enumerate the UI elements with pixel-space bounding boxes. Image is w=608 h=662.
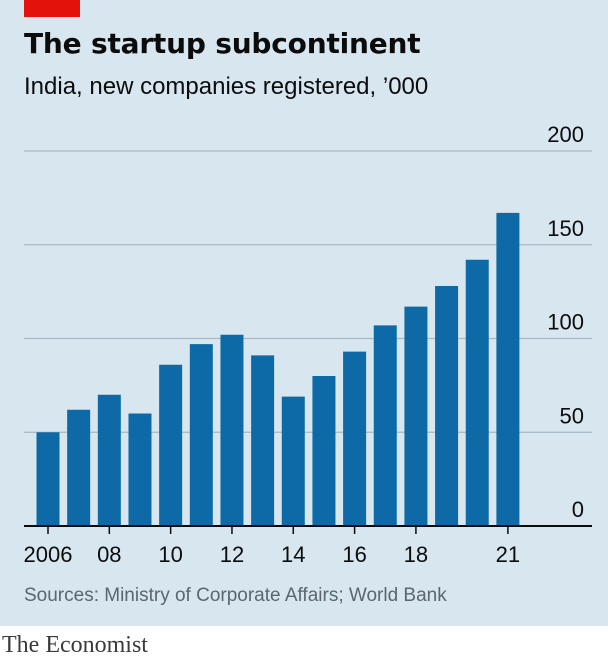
bar xyxy=(97,394,121,526)
y-tick-label: 100 xyxy=(547,310,584,335)
bar xyxy=(281,396,305,526)
chart-subtitle: India, new companies registered, ’000 xyxy=(24,73,429,100)
y-tick-label: 150 xyxy=(547,216,584,241)
bar xyxy=(496,212,520,526)
brand-red-tag xyxy=(24,0,80,17)
chart-title: The startup subcontinent xyxy=(24,27,421,60)
y-tick-label: 0 xyxy=(572,497,584,522)
bar xyxy=(373,325,397,526)
x-tick-label: 10 xyxy=(158,542,182,567)
x-tick-label: 18 xyxy=(404,542,428,567)
x-tick-label: 2006 xyxy=(24,542,73,567)
bar xyxy=(251,355,275,526)
y-tick-label: 200 xyxy=(547,122,584,147)
y-tick-label: 50 xyxy=(560,403,584,428)
bar xyxy=(312,376,336,526)
x-tick-label: 12 xyxy=(220,542,244,567)
bar xyxy=(36,432,60,526)
bar xyxy=(220,334,244,526)
x-tick-label: 08 xyxy=(97,542,121,567)
bar xyxy=(404,306,428,526)
bar xyxy=(67,409,91,526)
bar xyxy=(435,286,459,526)
x-tick-label: 16 xyxy=(342,542,366,567)
source-note: Sources: Ministry of Corporate Affairs; … xyxy=(24,585,447,606)
bar xyxy=(343,351,367,526)
brand-wordmark: The Economist xyxy=(2,632,148,658)
bar-chart: 0 50 100 150 200 2006 08 10 12 14 16 18 21 xyxy=(24,122,592,567)
bar xyxy=(159,364,183,526)
x-tick-label: 14 xyxy=(281,542,305,567)
bar xyxy=(128,413,152,526)
x-tick-label: 21 xyxy=(496,542,520,567)
bar xyxy=(465,259,489,526)
bar xyxy=(189,344,213,526)
